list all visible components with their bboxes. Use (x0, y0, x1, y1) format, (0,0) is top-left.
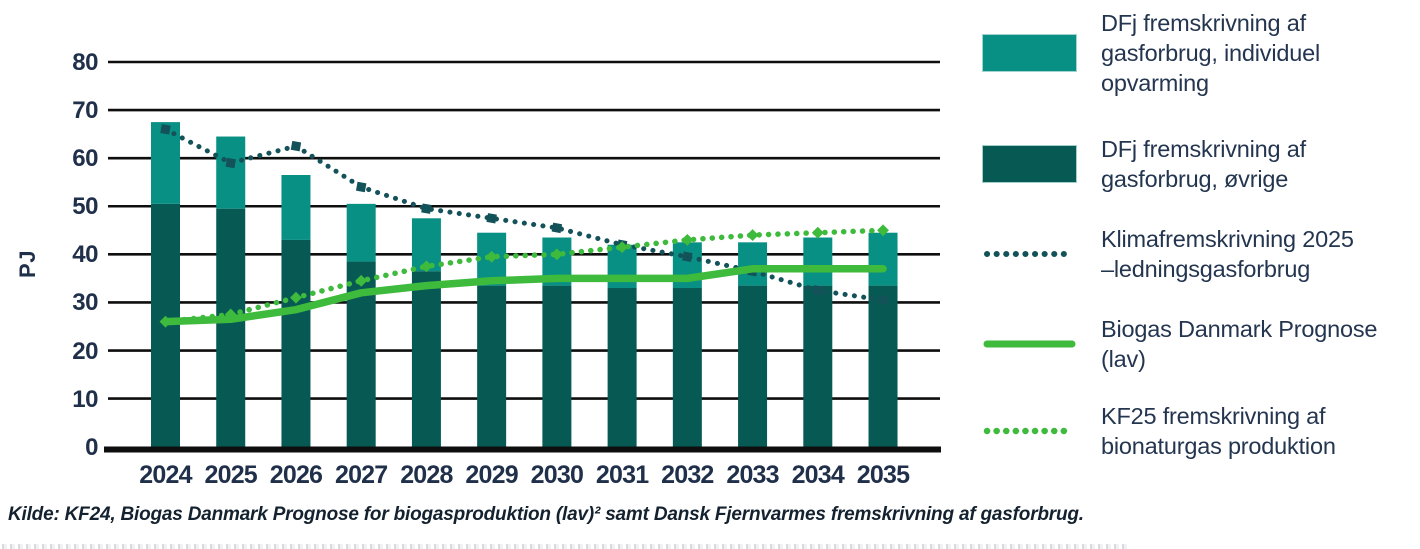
bar-ovrige-2032 (672, 288, 702, 447)
kf25-marker-2028 (420, 260, 433, 273)
bar-ovrige-2033 (738, 285, 768, 447)
kf25-marker-2027 (355, 274, 368, 287)
x-tick-2032: 2032 (661, 461, 714, 489)
bar-ovrige-2025 (216, 208, 246, 447)
legend-line-swatch (983, 340, 1076, 348)
bar-ovrige-2026 (281, 239, 311, 447)
klima-marker-2028 (421, 203, 432, 214)
klima-marker-2032 (682, 251, 693, 262)
klima-marker-2027 (355, 181, 367, 193)
x-tick-2031: 2031 (595, 461, 649, 489)
kf25-marker-2031 (616, 241, 629, 254)
biogas-line (161, 265, 887, 326)
legend-label-biogas: Biogas Danmark Prognose (lav) (1101, 316, 1378, 372)
legend-swatch-biogas (982, 337, 1077, 351)
y-tick-20: 20 (72, 337, 98, 365)
y-tick-0: 0 (85, 433, 98, 461)
legend-label-individuel: DFj fremskrivning af gasforbrug, individu… (1101, 10, 1320, 96)
x-tick-2033: 2033 (726, 461, 779, 489)
legend-swatch-ovrige (982, 145, 1077, 183)
bar-ovrige-2030 (542, 285, 572, 447)
klima-dotted-line (163, 126, 886, 303)
x-tick-2026: 2026 (269, 461, 323, 489)
y-tick-30: 30 (72, 289, 98, 317)
legend-color-swatch (982, 145, 1077, 183)
legend-label-kf25: KF25 fremskrivning af bionaturgas produkt… (1101, 403, 1336, 459)
x-tick-2024: 2024 (139, 461, 192, 489)
bar-ovrige-2034 (803, 285, 833, 447)
y-tick-60: 60 (72, 145, 98, 173)
y-tick-40: 40 (72, 241, 98, 269)
klima-marker-2026 (290, 140, 302, 152)
klima-marker-2024 (160, 124, 171, 135)
legend-item-biogas: Biogas Danmark Prognose (lav) (982, 314, 1403, 374)
x-tick-2030: 2030 (530, 461, 584, 489)
klima-marker-2030 (551, 222, 563, 234)
bar-individuel-2035 (868, 232, 898, 286)
legend-item-ovrige: DFj fremskrivning af gasforbrug, øvrige (982, 134, 1403, 194)
kf25-marker-2033 (746, 229, 759, 242)
x-tick-2027: 2027 (334, 461, 388, 489)
kf25-marker-2034 (811, 226, 824, 239)
x-tick-2028: 2028 (400, 461, 453, 489)
y-tick-80: 80 (72, 48, 98, 76)
legend-label-klima: Klimafremskrivning 2025 –ledningsgasforbr… (1101, 226, 1354, 282)
bar-individuel-2025 (216, 136, 246, 209)
legend-swatch-kf25 (982, 424, 1077, 438)
legend-item-klima: Klimafremskrivning 2025 –ledningsgasforbr… (982, 224, 1403, 284)
kf25-dotted-line (162, 227, 886, 325)
plot-area (104, 60, 941, 453)
kf25-marker-2026 (290, 291, 302, 304)
legend-line-swatch (983, 427, 1076, 435)
y-tick-10: 10 (72, 385, 98, 413)
legend-swatch-individuel (982, 34, 1077, 72)
bar-ovrige-2031 (607, 288, 637, 447)
bar-individuel-2026 (281, 175, 311, 240)
x-tick-2035: 2035 (856, 461, 910, 489)
x-tick-2025: 2025 (204, 461, 258, 489)
kf25-marker-2032 (681, 233, 694, 246)
legend-swatch-klima (982, 247, 1077, 261)
y-tick-70: 70 (72, 97, 98, 125)
x-tick-2034: 2034 (791, 461, 845, 489)
klima-marker-2034 (812, 285, 824, 296)
legend-item-individuel: DFj fremskrivning af gasforbrug, individu… (982, 8, 1403, 98)
kf25-marker-2030 (550, 248, 563, 261)
legend-label-ovrige: DFj fremskrivning af gasforbrug, øvrige (1101, 136, 1306, 192)
klima-marker-2025 (225, 157, 236, 169)
bar-ovrige-2029 (477, 285, 507, 447)
bar-individuel-2034 (803, 237, 833, 286)
bar-ovrige-2035 (868, 285, 898, 447)
bar-ovrige-2028 (411, 271, 441, 447)
x-tick-2029: 2029 (465, 461, 518, 489)
klima-marker-2035 (877, 294, 889, 306)
kf25-marker-2035 (877, 224, 889, 237)
source-note: Kilde: KF24, Biogas Danmark Prognose for… (8, 504, 1084, 525)
legend-color-swatch (982, 34, 1077, 72)
legend: DFj fremskrivning af gasforbrug, individu… (982, 0, 1418, 480)
legend-line-swatch (984, 251, 1075, 257)
klima-marker-2029 (486, 213, 497, 224)
y-tick-50: 50 (72, 193, 98, 221)
cropped-text-strip (2, 544, 1130, 549)
bar-individuel-2033 (738, 242, 768, 286)
bar-individuel-2027 (346, 203, 376, 262)
legend-item-kf25: KF25 fremskrivning af bionaturgas produkt… (982, 401, 1403, 461)
